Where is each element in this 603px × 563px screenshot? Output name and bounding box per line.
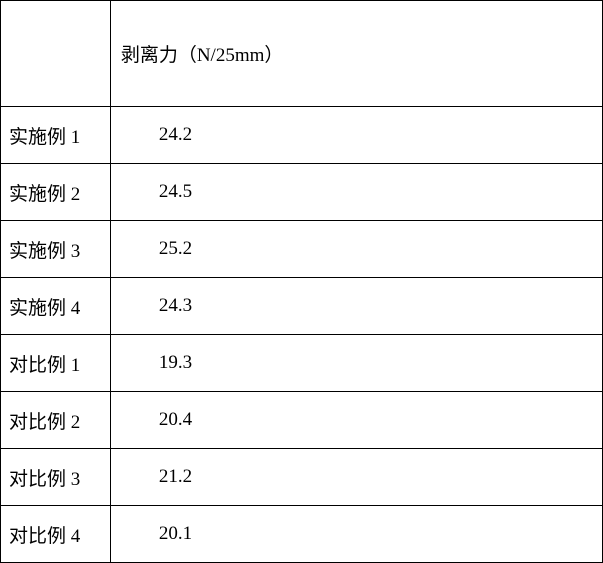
header-cell-empty: [1, 1, 111, 107]
row-label: 对比例 2: [1, 392, 111, 449]
row-label: 对比例 4: [1, 506, 111, 563]
table-row: 对比例 3 21.2: [1, 449, 603, 506]
table-row: 实施例 4 24.3: [1, 278, 603, 335]
row-value: 21.2: [110, 449, 602, 506]
table-header-row: 剥离力（N/25mm）: [1, 1, 603, 107]
row-value: 20.1: [110, 506, 602, 563]
row-value: 19.3: [110, 335, 602, 392]
row-value: 20.4: [110, 392, 602, 449]
table-row: 对比例 4 20.1: [1, 506, 603, 563]
table-row: 实施例 2 24.5: [1, 164, 603, 221]
table-row: 实施例 1 24.2: [1, 107, 603, 164]
row-label: 实施例 2: [1, 164, 111, 221]
row-label: 实施例 4: [1, 278, 111, 335]
row-value: 24.5: [110, 164, 602, 221]
row-label: 实施例 3: [1, 221, 111, 278]
row-value: 24.3: [110, 278, 602, 335]
row-label: 对比例 1: [1, 335, 111, 392]
table-row: 实施例 3 25.2: [1, 221, 603, 278]
row-value: 24.2: [110, 107, 602, 164]
data-table-container: 剥离力（N/25mm） 实施例 1 24.2 实施例 2 24.5 实施例 3 …: [0, 0, 603, 562]
data-table: 剥离力（N/25mm） 实施例 1 24.2 实施例 2 24.5 实施例 3 …: [0, 0, 603, 563]
row-label: 实施例 1: [1, 107, 111, 164]
table-row: 对比例 2 20.4: [1, 392, 603, 449]
row-value: 25.2: [110, 221, 602, 278]
row-label: 对比例 3: [1, 449, 111, 506]
table-row: 对比例 1 19.3: [1, 335, 603, 392]
header-cell-peel-force: 剥离力（N/25mm）: [110, 1, 602, 107]
